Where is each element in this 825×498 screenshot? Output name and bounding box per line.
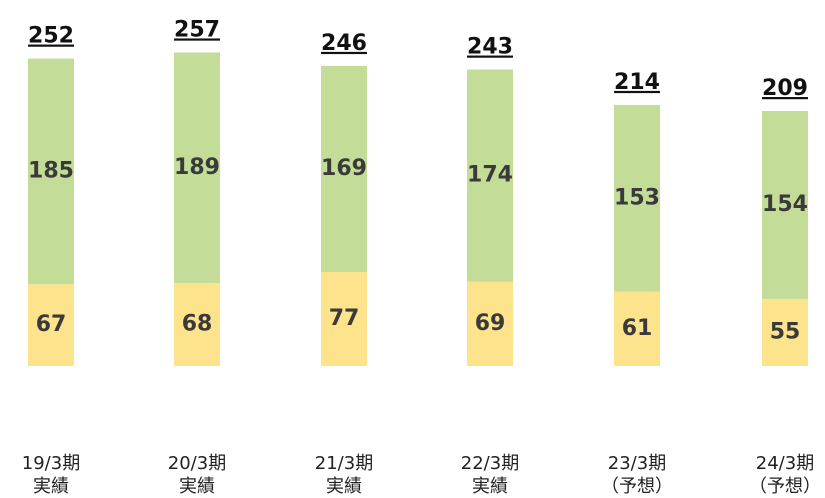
x-tick-note: （予想） bbox=[601, 476, 673, 497]
x-tick-label: 22/3期 bbox=[461, 453, 519, 474]
bar-segment bbox=[321, 272, 367, 366]
segment-label: 169 bbox=[321, 156, 367, 181]
segment-label: 77 bbox=[329, 306, 360, 331]
total-label: 214 bbox=[614, 70, 660, 95]
bar-segment bbox=[174, 283, 220, 366]
total-label: 209 bbox=[762, 76, 808, 101]
bar-segment bbox=[28, 58, 74, 285]
segment-label: 185 bbox=[28, 158, 74, 183]
x-tick-label: 23/3期 bbox=[608, 453, 666, 474]
segment-label: 174 bbox=[467, 163, 513, 188]
bar-segment bbox=[28, 284, 74, 366]
total-label: 243 bbox=[467, 35, 513, 60]
x-tick-label: 24/3期 bbox=[756, 453, 814, 474]
x-tick-note: 実績 bbox=[179, 476, 215, 497]
total-label: 252 bbox=[28, 24, 74, 49]
x-tick-note: （予想） bbox=[749, 476, 821, 497]
x-tick-label: 20/3期 bbox=[168, 453, 226, 474]
segment-label: 153 bbox=[614, 185, 660, 210]
bar-segment bbox=[614, 104, 660, 292]
bar-segment bbox=[467, 69, 513, 282]
x-tick-note: 実績 bbox=[472, 476, 508, 497]
bar-segment bbox=[321, 65, 367, 273]
segment-label: 69 bbox=[475, 311, 506, 336]
x-tick-note: 実績 bbox=[33, 476, 69, 497]
bar-segment bbox=[467, 281, 513, 366]
segment-label: 67 bbox=[36, 312, 67, 337]
bar-segment bbox=[174, 52, 220, 284]
segment-label: 61 bbox=[622, 316, 653, 341]
segment-label: 189 bbox=[174, 155, 220, 180]
bar-segment bbox=[762, 111, 808, 299]
bar-segment bbox=[762, 298, 808, 366]
x-tick-label: 21/3期 bbox=[315, 453, 373, 474]
segment-label: 68 bbox=[182, 312, 213, 337]
x-tick-note: 実績 bbox=[326, 476, 362, 497]
total-label: 246 bbox=[321, 31, 367, 56]
x-tick-label: 19/3期 bbox=[22, 453, 80, 474]
total-label: 257 bbox=[174, 17, 220, 42]
segment-label: 154 bbox=[762, 192, 808, 217]
bar-segment bbox=[614, 291, 660, 366]
segment-label: 55 bbox=[770, 319, 801, 344]
